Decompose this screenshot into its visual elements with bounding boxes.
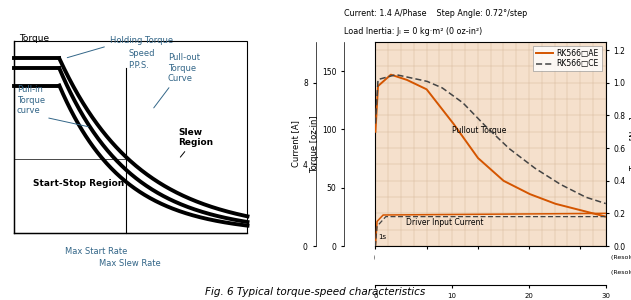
Text: P.P.S.: P.P.S. — [128, 61, 149, 70]
Y-axis label: Torque [N·m]: Torque [N·m] — [630, 117, 631, 171]
Y-axis label: Current [A]: Current [A] — [292, 121, 300, 167]
Text: (Resolution: 500): (Resolution: 500) — [611, 255, 631, 260]
Text: Slew
Region: Slew Region — [179, 128, 214, 147]
Text: Current: 1.4 A/Phase    Step Angle: 0.72°/step: Current: 1.4 A/Phase Step Angle: 0.72°/s… — [344, 9, 527, 18]
Text: Speed: Speed — [128, 49, 155, 58]
Text: Torque: Torque — [20, 34, 50, 43]
Text: Max Slew Rate: Max Slew Rate — [99, 259, 161, 268]
Text: Holding Torque: Holding Torque — [110, 36, 173, 45]
Text: Driver Input Current: Driver Input Current — [406, 218, 483, 227]
Text: (Resolution: 5000): (Resolution: 5000) — [611, 270, 631, 275]
Text: Pull-in
Torque
curve: Pull-in Torque curve — [17, 85, 45, 115]
Bar — [15, 41, 247, 233]
Text: Max Start Rate: Max Start Rate — [64, 247, 127, 256]
Text: Start-Stop Region: Start-Stop Region — [33, 179, 124, 188]
Text: Pullout Torque: Pullout Torque — [452, 126, 507, 135]
Y-axis label: Torque [oz-in]: Torque [oz-in] — [310, 115, 319, 173]
Text: 1s: 1s — [379, 235, 387, 241]
Legend: RK566□AE, RK566□CE: RK566□AE, RK566□CE — [533, 46, 602, 71]
Text: Fig. 6 Typical torque-speed characteristics: Fig. 6 Typical torque-speed characterist… — [205, 287, 426, 297]
X-axis label: Speed [r/min]: Speed [r/min] — [462, 266, 519, 274]
Text: Pull-out
Torque
Curve: Pull-out Torque Curve — [168, 53, 200, 83]
Text: Load Inertia: Jₗ = 0 kg·m² (0 oz-in²): Load Inertia: Jₗ = 0 kg·m² (0 oz-in²) — [344, 27, 482, 36]
